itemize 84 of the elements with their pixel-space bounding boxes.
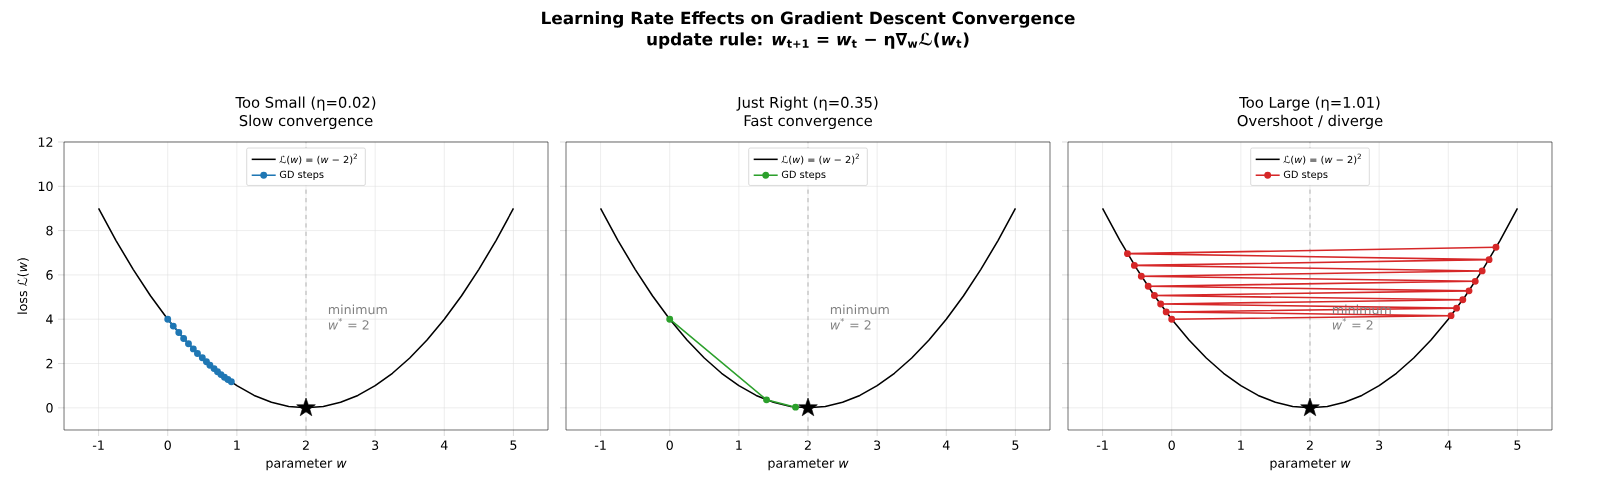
x-tick-label: -1 bbox=[1096, 440, 1108, 450]
point bbox=[1157, 300, 1165, 308]
point bbox=[175, 329, 183, 336]
point bbox=[1459, 296, 1467, 304]
x-tick-label: 1 bbox=[234, 440, 240, 450]
x-tick-label: 5 bbox=[510, 440, 517, 450]
x-tick-label: 0 bbox=[666, 440, 673, 451]
point bbox=[1300, 397, 1320, 417]
x-tick-label: 2 bbox=[302, 440, 309, 450]
point bbox=[1130, 261, 1138, 269]
x-tick-label: 4 bbox=[942, 440, 950, 450]
y-tick-label: 2 bbox=[46, 358, 53, 369]
point bbox=[1150, 292, 1158, 299]
point bbox=[1124, 250, 1131, 258]
x-axis-title: parameter w bbox=[768, 458, 849, 471]
point bbox=[1465, 287, 1473, 295]
annotation: w$^{*}$ = 2 bbox=[830, 317, 871, 330]
point bbox=[1447, 312, 1455, 320]
chart-title: Too Large (η=1.01) bbox=[1239, 96, 1380, 111]
x-tick-label: 5 bbox=[1012, 440, 1019, 450]
y-tick-label: 8 bbox=[46, 225, 53, 236]
point bbox=[792, 403, 800, 411]
legend-label: ℒ(w) = (w − 2)$^{2}$ bbox=[1283, 153, 1361, 165]
legend-label: GD steps bbox=[1283, 170, 1328, 180]
point bbox=[203, 358, 210, 366]
point bbox=[763, 396, 770, 404]
point bbox=[798, 397, 818, 417]
chart-subtitle: Fast convergence bbox=[744, 115, 872, 130]
x-tick-label: 4 bbox=[1444, 440, 1452, 450]
x-tick-label: 3 bbox=[1376, 440, 1383, 451]
point bbox=[1144, 282, 1152, 290]
x-tick-label: 2 bbox=[804, 440, 811, 450]
y-tick-label: 10 bbox=[38, 181, 53, 192]
y-axis-title: loss ℒ(w) bbox=[17, 258, 29, 314]
point bbox=[206, 361, 214, 369]
x-tick-label: 3 bbox=[372, 440, 379, 451]
x-tick-label: 3 bbox=[874, 440, 881, 451]
y-tick-label: 12 bbox=[38, 137, 53, 147]
point bbox=[194, 350, 201, 358]
annotation: w$^{*}$ = 2 bbox=[1332, 317, 1373, 330]
x-tick-label: 0 bbox=[1168, 440, 1175, 451]
annotation: minimum bbox=[1332, 304, 1391, 315]
chart-title: Too Small (η=0.02) bbox=[235, 96, 376, 111]
point bbox=[189, 345, 197, 353]
point bbox=[1168, 315, 1176, 323]
annotation: minimum bbox=[328, 304, 387, 315]
x-tick-label: -1 bbox=[92, 440, 104, 450]
x-axis-title: parameter w bbox=[1270, 458, 1351, 471]
annotation: minimum bbox=[830, 304, 889, 315]
legend-label: GD steps bbox=[279, 170, 324, 180]
point bbox=[180, 335, 188, 342]
x-tick-label: -1 bbox=[594, 440, 606, 450]
x-tick-label: 1 bbox=[1238, 440, 1244, 450]
legend-label: GD steps bbox=[781, 170, 826, 180]
annotation: w$^{*}$ = 2 bbox=[328, 317, 369, 330]
point bbox=[169, 322, 177, 330]
point bbox=[164, 315, 172, 323]
x-tick-label: 4 bbox=[440, 440, 448, 450]
legend-label: ℒ(w) = (w − 2)$^{2}$ bbox=[781, 153, 859, 165]
text: update rule: w$_{t+1}$ = w$_{t}$ − η∇$_{w}$ℒ(w$_{t}$) bbox=[647, 32, 969, 49]
point bbox=[1137, 272, 1145, 280]
chart-subtitle: Slow convergence bbox=[239, 114, 373, 130]
point bbox=[1492, 243, 1500, 251]
y-tick-label: 4 bbox=[46, 314, 53, 324]
chart-title: Just Right (η=0.35) bbox=[736, 96, 878, 111]
point bbox=[1162, 308, 1170, 316]
x-tick-label: 5 bbox=[1514, 440, 1521, 450]
point bbox=[1471, 277, 1479, 285]
point bbox=[1453, 304, 1461, 312]
x-tick-label: 2 bbox=[1306, 440, 1313, 450]
x-axis-title: parameter w bbox=[266, 458, 347, 471]
point bbox=[296, 397, 316, 417]
x-tick-label: 1 bbox=[736, 440, 742, 450]
point bbox=[1485, 256, 1493, 264]
point bbox=[1478, 267, 1486, 275]
y-tick-label: 6 bbox=[46, 270, 53, 280]
point bbox=[198, 354, 206, 362]
text: Learning Rate Effects on Gradient Descent Convergence bbox=[542, 11, 1075, 28]
chart-subtitle: Overshoot / diverge bbox=[1237, 114, 1383, 130]
x-tick-label: 0 bbox=[164, 440, 171, 451]
point bbox=[666, 315, 674, 323]
legend-label: ℒ(w) = (w − 2)$^{2}$ bbox=[279, 153, 357, 165]
y-tick-label: 0 bbox=[46, 403, 53, 413]
point bbox=[185, 340, 192, 348]
